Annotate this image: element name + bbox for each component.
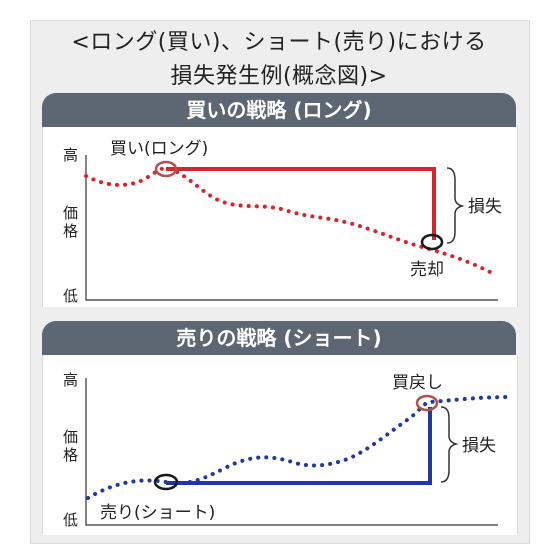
long-entry-circle <box>154 160 178 178</box>
long-exit-circle <box>420 233 444 251</box>
short-loss-label: 損失 <box>462 436 496 456</box>
heading-line-1: <ロング(買い)、ショート(売り)における <box>71 30 487 55</box>
short-axis-low: 低 <box>63 511 78 529</box>
short-loss-bracket <box>440 406 459 483</box>
long-axes <box>85 155 498 301</box>
long-loss-line <box>166 167 436 240</box>
long-price-path <box>84 165 492 274</box>
short-strategy-panel <box>42 355 518 535</box>
short-diagram: 高 価 格 低 売り(ショート) 買戻し 損失 <box>63 371 514 529</box>
short-entry-circle <box>153 473 179 491</box>
long-loss-label: 損失 <box>468 197 502 217</box>
heading-line-2: 損失発生例(概念図)> <box>170 64 388 89</box>
long-axis-mid-1: 価 <box>63 204 78 222</box>
long-entry-label: 買い(ロング) <box>110 139 208 159</box>
long-strategy-title: 買いの戦略 (ロング) <box>42 93 516 127</box>
short-entry-label: 売り(ショート) <box>100 503 215 523</box>
long-axis-high: 高 <box>63 146 78 164</box>
short-strategy-title: 売りの戦略 (ショート) <box>42 321 516 355</box>
short-axis-high: 高 <box>63 371 78 389</box>
short-axes <box>85 378 498 526</box>
short-loss-line <box>166 407 432 485</box>
short-exit-label: 買戻し <box>392 373 443 393</box>
short-axis-mid-2: 格 <box>63 446 78 464</box>
long-exit-label: 売却 <box>410 260 444 280</box>
long-diagram: 高 価 格 低 買い(ロング) 売却 損失 <box>63 139 502 305</box>
long-axis-low: 低 <box>63 287 78 305</box>
long-strategy-panel <box>42 127 518 307</box>
long-axis-mid-2: 格 <box>63 222 78 240</box>
short-axis-mid-1: 価 <box>63 428 78 446</box>
long-loss-bracket <box>446 167 465 244</box>
short-exit-circle <box>415 394 439 412</box>
